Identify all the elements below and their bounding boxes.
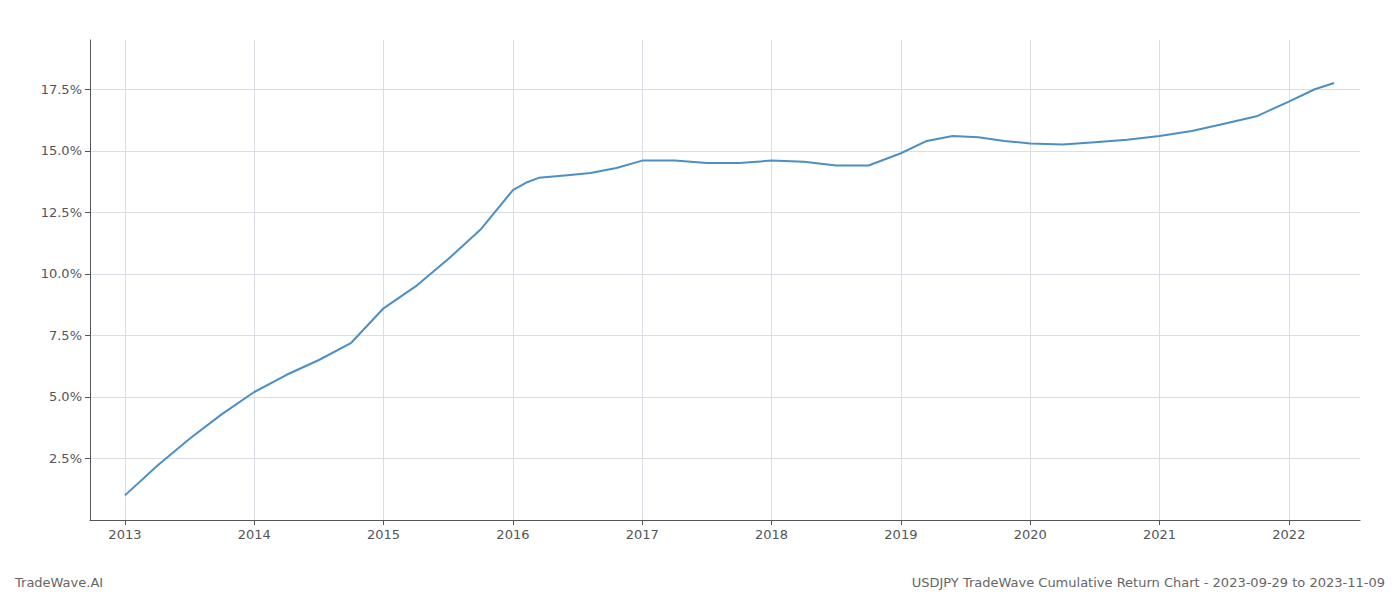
svg-text:5.0%: 5.0%: [49, 389, 82, 404]
svg-text:2015: 2015: [367, 527, 400, 542]
svg-text:2013: 2013: [108, 527, 141, 542]
svg-text:15.0%: 15.0%: [41, 143, 82, 158]
svg-text:2022: 2022: [1272, 527, 1305, 542]
svg-text:2017: 2017: [626, 527, 659, 542]
svg-text:2018: 2018: [755, 527, 788, 542]
svg-text:2.5%: 2.5%: [49, 451, 82, 466]
svg-text:17.5%: 17.5%: [41, 82, 82, 97]
svg-text:2021: 2021: [1143, 527, 1176, 542]
svg-text:2020: 2020: [1014, 527, 1047, 542]
svg-text:7.5%: 7.5%: [49, 328, 82, 343]
svg-text:2019: 2019: [884, 527, 917, 542]
svg-text:10.0%: 10.0%: [41, 266, 82, 281]
svg-text:2014: 2014: [238, 527, 271, 542]
svg-text:2016: 2016: [496, 527, 529, 542]
svg-text:TradeWave.AI: TradeWave.AI: [14, 575, 103, 590]
svg-text:12.5%: 12.5%: [41, 205, 82, 220]
svg-text:USDJPY TradeWave Cumulative Re: USDJPY TradeWave Cumulative Return Chart…: [912, 575, 1385, 590]
